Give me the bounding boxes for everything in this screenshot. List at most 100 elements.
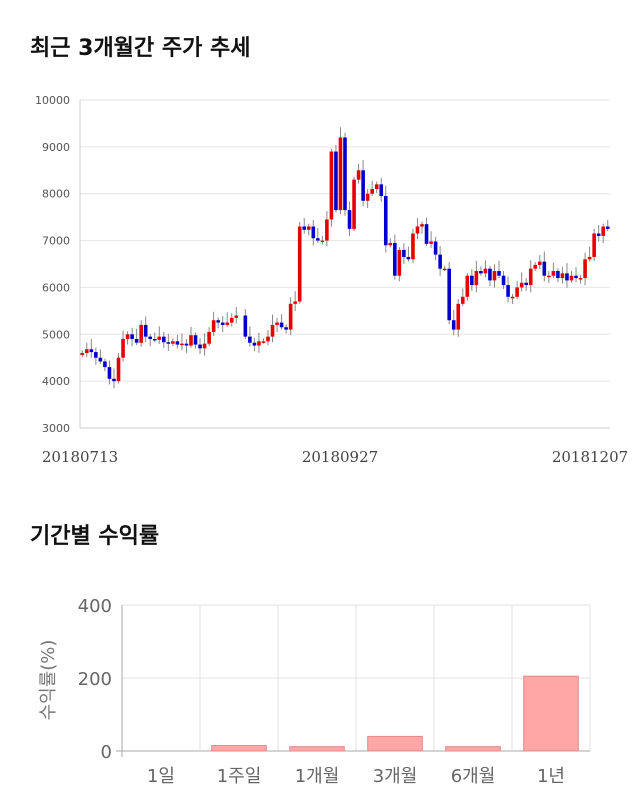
returns-bars xyxy=(211,675,579,752)
price-candle-body xyxy=(225,322,230,325)
price-candle-body xyxy=(379,184,384,197)
price-candle-body xyxy=(157,336,162,340)
price-candle-body xyxy=(270,324,275,337)
price-candle-body xyxy=(483,268,488,274)
price-candle-body xyxy=(316,238,320,241)
price-candle-body xyxy=(578,278,583,280)
price-candle-body xyxy=(211,320,216,332)
price-candle-body xyxy=(533,264,538,269)
price-candle-body xyxy=(383,196,388,246)
price-candle-body xyxy=(261,341,266,343)
price-candle-body xyxy=(374,184,379,190)
price-candle-body xyxy=(361,170,365,201)
price-trend-title: 최근 3개월간 주가 추세 xyxy=(30,36,251,61)
price-candle-body xyxy=(89,349,94,353)
price-candle-body xyxy=(171,341,175,344)
returns-x-tick: 3개월 xyxy=(373,766,418,787)
price-candle-body xyxy=(180,343,184,346)
price-y-tick: 9000 xyxy=(42,141,70,154)
price-candle-body xyxy=(605,226,610,229)
price-candle-body xyxy=(574,275,578,279)
price-candle-body xyxy=(275,322,279,325)
price-candle-body xyxy=(266,336,270,342)
price-y-tick: 6000 xyxy=(42,281,70,294)
price-candle-body xyxy=(451,320,456,330)
price-candle-body xyxy=(592,233,596,257)
price-candle-body xyxy=(438,254,442,269)
price-candle-body xyxy=(288,303,293,330)
price-candle-body xyxy=(243,315,248,337)
price-candle-body xyxy=(488,268,492,281)
price-candle-body xyxy=(547,275,551,278)
price-candle-body xyxy=(370,189,374,194)
price-candle-body xyxy=(402,249,406,257)
returns-bar xyxy=(367,735,423,752)
price-candle-body xyxy=(84,349,89,354)
price-candle-body xyxy=(162,336,166,343)
price-candle-body xyxy=(202,343,207,349)
price-candle-body xyxy=(556,271,560,279)
price-candle-body xyxy=(338,137,343,211)
price-candle-body xyxy=(442,268,447,271)
price-candle-body xyxy=(542,261,547,276)
price-candle-body xyxy=(460,296,465,304)
price-candle-body xyxy=(80,353,85,355)
returns-x-tick: 6개월 xyxy=(451,766,496,787)
returns-bar xyxy=(211,745,267,752)
price-candle-body xyxy=(497,271,501,276)
price-candle-body xyxy=(415,226,420,234)
price-candle-body xyxy=(293,301,297,304)
price-candle-body xyxy=(474,271,479,286)
price-candle-body xyxy=(229,317,234,323)
price-candle-body xyxy=(116,357,121,382)
price-candle-body xyxy=(506,285,510,297)
price-candle-body xyxy=(143,324,148,337)
returns-y-axis-label: 수익률(%) xyxy=(38,640,59,721)
price-x-tick-labels: 20180713 20180927 20181207 xyxy=(42,448,628,466)
price-candle-body xyxy=(560,273,565,279)
price-candle-body xyxy=(306,226,311,230)
price-y-tick: 8000 xyxy=(42,188,70,201)
returns-x-tick-labels: 1일 1주일 1개월 3개월 6개월 1년 xyxy=(147,766,565,787)
price-candle-body xyxy=(420,224,424,227)
returns-bar xyxy=(289,746,345,752)
price-candle-body xyxy=(297,226,302,302)
price-candle-body xyxy=(279,322,284,328)
price-candle-body xyxy=(515,287,519,297)
price-candle-body xyxy=(411,233,415,260)
price-candle-body xyxy=(519,282,524,288)
price-candle-body xyxy=(492,271,497,281)
price-candle-body xyxy=(479,271,483,274)
price-candle-body xyxy=(601,226,606,236)
price-candle-body xyxy=(596,233,601,236)
price-candle-body xyxy=(184,343,189,346)
price-candle-body xyxy=(98,357,103,362)
price-candle-body xyxy=(257,341,261,346)
price-candle-body xyxy=(406,256,411,260)
price-candlestick-chart: 3000 4000 5000 6000 7000 8000 9000 10000 201807… xyxy=(35,94,628,466)
price-candle-body xyxy=(587,256,592,260)
returns-y-tick: 200 xyxy=(78,669,112,690)
price-y-tick: 5000 xyxy=(42,328,70,341)
price-candle-body xyxy=(583,259,587,279)
price-candle-body xyxy=(524,282,528,286)
price-candle-body xyxy=(198,344,202,349)
price-candle-body xyxy=(329,151,334,220)
price-candle-body xyxy=(343,137,347,211)
price-candle-body xyxy=(447,268,451,321)
price-candle-body xyxy=(234,315,239,318)
price-candle-body xyxy=(565,273,569,281)
price-candle-body xyxy=(537,261,542,265)
returns-bar xyxy=(523,675,579,752)
returns-x-tick: 1개월 xyxy=(295,766,340,787)
price-candle-body xyxy=(148,336,153,339)
price-y-tick: 4000 xyxy=(42,375,70,388)
returns-x-tick: 1년 xyxy=(537,766,565,787)
price-candle-body xyxy=(528,268,533,286)
returns-x-tick: 1일 xyxy=(147,766,175,787)
price-candle-body xyxy=(429,241,433,244)
price-candles xyxy=(80,127,610,389)
price-candle-body xyxy=(175,341,180,345)
price-candle-body xyxy=(103,361,107,368)
returns-x-tick: 1주일 xyxy=(217,766,262,787)
